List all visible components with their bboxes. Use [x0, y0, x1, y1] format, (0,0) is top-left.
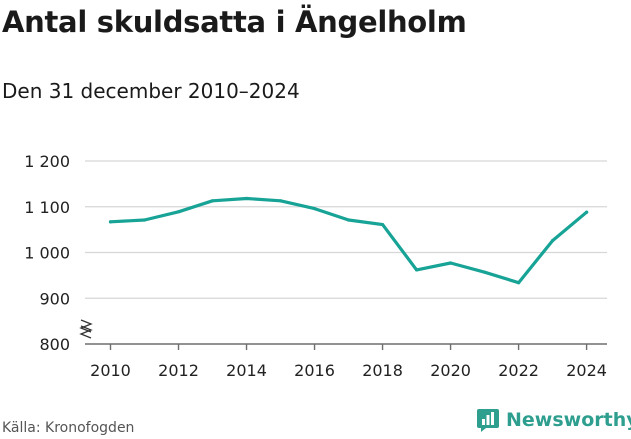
data-point — [108, 220, 113, 224]
data-point — [516, 281, 521, 285]
brand-name: Newsworthy — [506, 409, 631, 431]
data-point — [550, 239, 555, 243]
x-tick-label: 2024 — [566, 361, 607, 380]
y-tick-label: 900 — [39, 289, 70, 308]
x-tick-label: 2018 — [362, 361, 403, 380]
data-point — [312, 206, 317, 211]
newsworthy-logo-icon — [477, 409, 499, 432]
x-tick-labels: 2010 2012 2014 2016 2018 2020 2022 2024 — [90, 361, 607, 380]
x-tick-label: 2010 — [90, 361, 131, 380]
data-point — [584, 210, 589, 214]
data-point — [244, 196, 249, 201]
chart-title: Antal skuldsatta i Ängelholm — [2, 5, 467, 39]
data-point — [482, 270, 487, 274]
data-point — [210, 199, 215, 203]
x-tick-label: 2014 — [226, 361, 267, 380]
y-tick-label: 1 000 — [24, 244, 70, 263]
axis-break-icon — [79, 319, 93, 339]
data-point — [414, 268, 419, 272]
data-point — [142, 218, 147, 222]
x-tick-label: 2012 — [158, 361, 199, 380]
data-point — [346, 218, 351, 222]
source-note: Källa: Kronofogden — [2, 420, 135, 436]
axes — [85, 343, 607, 350]
grid-lines — [85, 160, 607, 299]
data-point — [176, 210, 181, 214]
brand: Newsworthy — [476, 408, 631, 432]
y-tick-label: 1 200 — [24, 152, 70, 171]
series-line-path — [108, 196, 589, 285]
x-tick-label: 2022 — [498, 361, 539, 380]
x-tick-label: 2020 — [430, 361, 471, 380]
series-line — [108, 196, 589, 285]
axis-break-mark — [79, 319, 93, 333]
y-tick-label: 1 100 — [24, 198, 70, 217]
data-point — [448, 261, 453, 265]
data-point — [380, 222, 385, 227]
data-point — [278, 199, 283, 203]
y-tick-labels: 800 900 1 000 1 100 1 200 — [24, 152, 70, 354]
x-tick-label: 2016 — [294, 361, 335, 380]
axis-break-mark — [79, 325, 93, 339]
chart-subtitle: Den 31 december 2010–2024 — [2, 79, 300, 103]
y-tick-label: 800 — [39, 335, 70, 354]
